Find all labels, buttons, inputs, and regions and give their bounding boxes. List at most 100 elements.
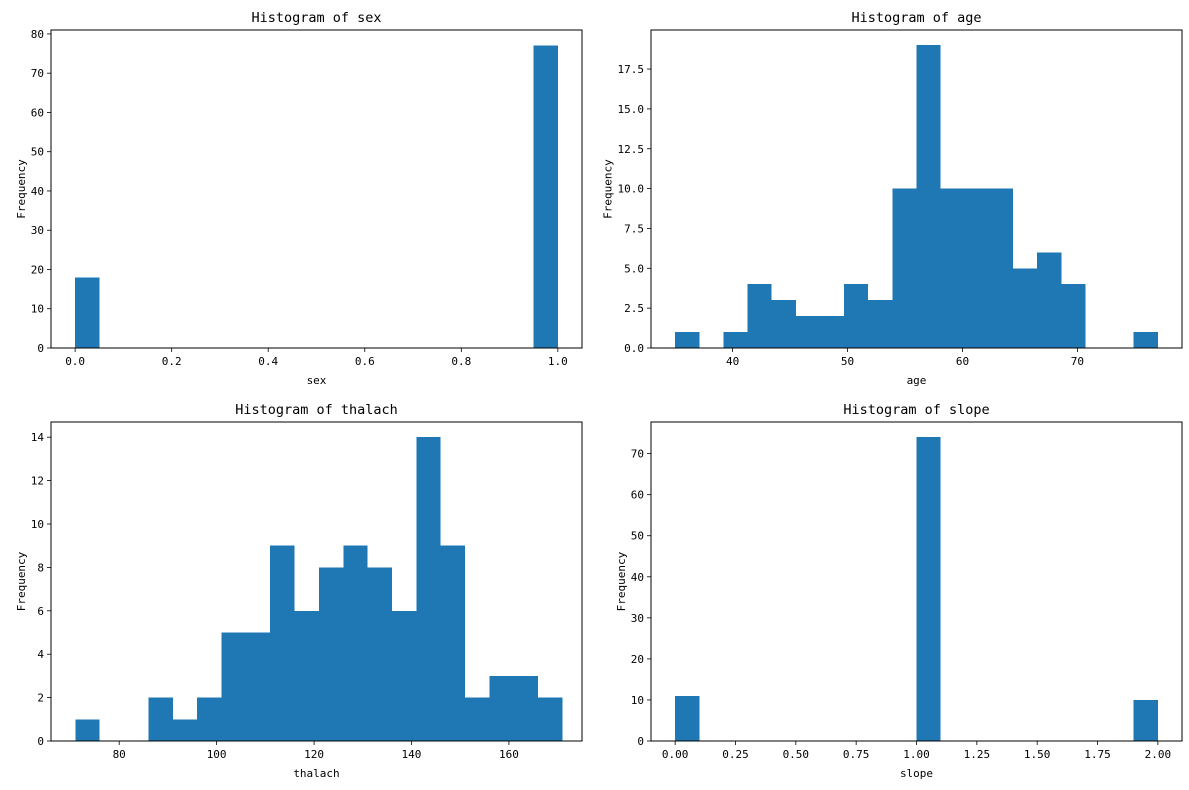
y-tick-label: 0.0 — [624, 342, 644, 355]
x-tick-label: 0.00 — [662, 748, 689, 761]
chart-title: Histogram of age — [851, 10, 981, 26]
y-tick-label: 70 — [31, 67, 44, 80]
x-axis-label: slope — [900, 767, 933, 780]
x-tick-label: 1.75 — [1084, 748, 1111, 761]
histogram-bar — [416, 437, 441, 741]
histogram-bar — [465, 697, 490, 741]
x-tick-label: 0.25 — [722, 748, 749, 761]
histogram-bar — [1061, 284, 1086, 348]
histogram-bar — [723, 332, 748, 348]
x-tick-label: 0.50 — [783, 748, 810, 761]
y-tick-label: 10.0 — [618, 183, 645, 196]
x-tick-label: 60 — [956, 355, 969, 368]
histogram-bar — [533, 45, 558, 348]
histogram-bar — [1037, 252, 1062, 348]
y-tick-label: 5.0 — [624, 262, 644, 275]
x-tick-label: 100 — [207, 748, 227, 761]
histogram-bars — [675, 437, 1158, 741]
histogram-bar — [1133, 332, 1158, 348]
x-axis-label: thalach — [293, 767, 339, 780]
y-tick-label: 30 — [631, 612, 644, 625]
histogram-bar — [916, 45, 941, 349]
x-tick-label: 2.00 — [1145, 748, 1172, 761]
histogram-bar — [538, 697, 563, 741]
y-tick-label: 17.5 — [618, 63, 645, 76]
subplot-age: 40 50 60 70 0.0 2.5 5.0 7.5 10.0 12.5 15.0 17.5 Hist… — [602, 10, 1183, 387]
x-tick-label: 50 — [841, 355, 854, 368]
histogram-bar — [819, 316, 845, 348]
y-tick-label: 8 — [37, 561, 44, 574]
x-tick-label: 0.2 — [162, 355, 182, 368]
y-tick-label: 0 — [37, 735, 44, 748]
histogram-bar — [367, 567, 393, 741]
x-tick-label: 140 — [402, 748, 422, 761]
histogram-bar — [892, 188, 917, 348]
x-tick-label: 160 — [499, 748, 519, 761]
x-tick-label: 70 — [1071, 355, 1084, 368]
y-tick-label: 30 — [31, 224, 44, 237]
y-tick-label: 12.5 — [618, 143, 645, 156]
x-axis-label: sex — [307, 374, 327, 387]
y-axis-label: Frequency — [15, 159, 28, 219]
x-tick-label: 0.75 — [843, 748, 870, 761]
y-tick-label: 40 — [631, 571, 644, 584]
histogram-bar — [343, 545, 368, 741]
y-axis-label: Frequency — [615, 551, 628, 611]
histogram-bar — [148, 697, 173, 741]
y-tick-label: 0 — [37, 342, 44, 355]
y-tick-label: 80 — [31, 28, 44, 41]
histogram-bar — [245, 632, 271, 741]
histogram-bar — [513, 675, 539, 741]
x-tick-label: 1.0 — [548, 355, 568, 368]
x-tick-label: 0.6 — [355, 355, 375, 368]
y-tick-label: 40 — [31, 185, 44, 198]
chart-title: Histogram of sex — [251, 10, 381, 26]
histogram-bar — [675, 332, 700, 348]
histogram-bar — [75, 719, 100, 741]
plot-frame — [50, 421, 583, 742]
histogram-bar — [75, 277, 100, 348]
histogram-bar — [771, 300, 796, 348]
histogram-bar — [1013, 268, 1038, 348]
plot-frame — [50, 29, 583, 349]
histogram-bar — [1133, 699, 1158, 741]
y-axis-label: Frequency — [602, 159, 615, 219]
y-tick-label: 2.5 — [624, 302, 644, 315]
histogram-bar — [318, 567, 344, 741]
y-tick-label: 20 — [631, 653, 644, 666]
y-tick-label: 70 — [631, 448, 644, 461]
subplot-sex: 0.0 0.2 0.4 0.6 0.8 1.0 0 10 20 30 40 50 60 70 80 Histo… — [15, 10, 583, 387]
y-tick-label: 7.5 — [624, 222, 644, 235]
histogram-bar — [795, 316, 820, 348]
x-tick-label: 120 — [304, 748, 324, 761]
x-tick-label: 1.25 — [964, 748, 991, 761]
chart-title: Histogram of thalach — [235, 402, 398, 418]
y-tick-label: 60 — [631, 489, 644, 502]
x-tick-label: 0.4 — [258, 355, 278, 368]
histogram-bar — [964, 188, 989, 348]
y-tick-label: 10 — [31, 303, 44, 316]
x-tick-label: 1.50 — [1024, 748, 1051, 761]
x-axis-label: age — [907, 374, 927, 387]
histogram-bars — [675, 45, 1158, 349]
histogram-bar — [392, 610, 417, 741]
x-tick-label: 40 — [726, 355, 739, 368]
histogram-bar — [294, 610, 319, 741]
histogram-bar — [197, 697, 222, 741]
histogram-bars — [75, 45, 558, 348]
y-tick-label: 4 — [37, 648, 44, 661]
histogram-bar — [747, 284, 772, 348]
x-tick-label: 80 — [113, 748, 126, 761]
y-axis-label: Frequency — [15, 551, 28, 611]
histogram-bars — [75, 437, 563, 741]
histogram-bar — [270, 545, 295, 741]
y-tick-label: 6 — [37, 605, 44, 618]
histogram-bar — [868, 300, 893, 348]
histogram-bar — [940, 188, 965, 348]
y-tick-label: 0 — [637, 735, 644, 748]
y-tick-label: 10 — [31, 518, 44, 531]
histogram-bar — [172, 719, 198, 741]
y-tick-label: 20 — [31, 263, 44, 276]
y-tick-label: 12 — [31, 475, 44, 488]
